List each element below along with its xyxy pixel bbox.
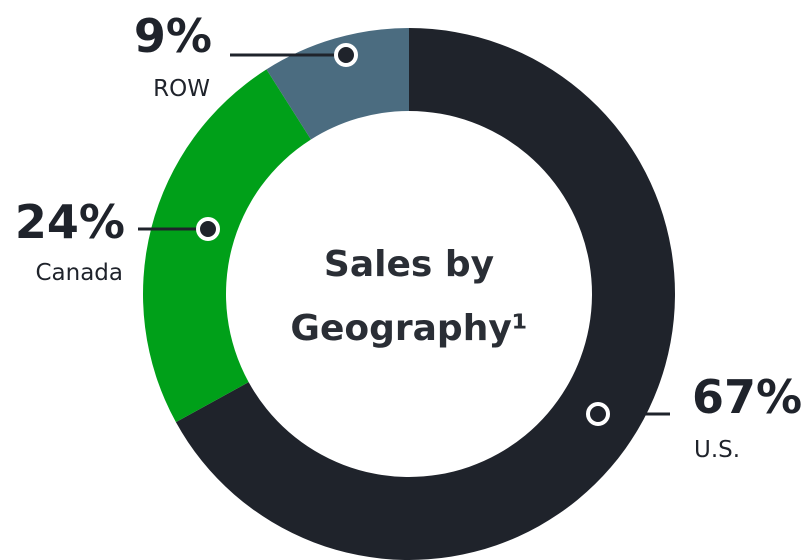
leader-dot [334, 43, 358, 67]
chart-title-line: Sales by [324, 244, 494, 285]
leader-dot [196, 217, 220, 241]
value-label: 24% [15, 195, 125, 249]
value-label: 9% [134, 9, 212, 63]
slices [142, 28, 675, 560]
category-label: Canada [35, 260, 123, 286]
slice [142, 69, 311, 423]
slice [175, 28, 675, 560]
chart-title-line: Geography¹ [290, 308, 527, 349]
value-label: 67% [692, 370, 802, 424]
labels: 67% U.S. 24% Canada 9% ROW [15, 9, 802, 463]
leader-dot [586, 402, 610, 426]
category-label: U.S. [694, 437, 740, 463]
category-label: ROW [153, 76, 210, 102]
